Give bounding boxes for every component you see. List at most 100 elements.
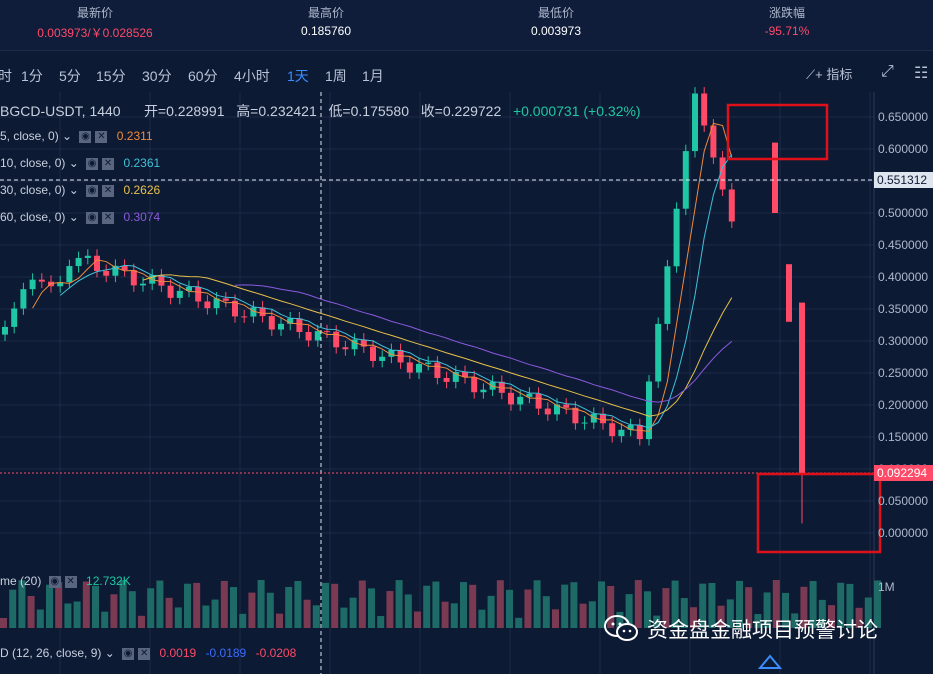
settings-icon[interactable]: ☷ xyxy=(914,65,929,82)
close-icon[interactable]: ✕ xyxy=(102,211,115,224)
macd-value-3: -0.0208 xyxy=(255,646,297,660)
timeframe-toolbar: 时 1分 5分 15分 30分 60分 4小时 1天 1周 1月 xyxy=(0,58,933,90)
volume-bar xyxy=(82,581,90,628)
candle-body xyxy=(232,300,238,317)
ma-label: 10, close, 0) xyxy=(0,156,66,170)
wechat-icon xyxy=(604,615,638,641)
candle-body xyxy=(176,290,183,298)
close-icon[interactable]: ✕ xyxy=(102,184,115,197)
price-axis-label: 0.200000 xyxy=(878,398,929,412)
tf-5min[interactable]: 5分 xyxy=(59,68,81,84)
volume-bar xyxy=(73,601,81,628)
volume-bar xyxy=(717,605,725,628)
tf-30min[interactable]: 30分 xyxy=(142,68,172,84)
stat-value: -95.71% xyxy=(764,24,810,38)
volume-bar xyxy=(101,611,109,628)
close-icon[interactable]: ✕ xyxy=(102,157,115,170)
candle-body xyxy=(799,302,805,474)
volume-bar xyxy=(331,583,339,628)
volume-bar xyxy=(496,580,504,628)
volume-bar xyxy=(220,580,228,628)
volume-bar xyxy=(211,599,219,628)
volume-bar xyxy=(506,589,513,628)
close-icon[interactable]: ✕ xyxy=(95,130,108,143)
chevron-down-icon[interactable]: ⌄ xyxy=(104,646,115,660)
volume-bar xyxy=(36,609,44,628)
candle-body xyxy=(508,392,514,405)
eye-icon[interactable]: ◉ xyxy=(48,575,61,588)
highlight-box-bottom xyxy=(756,472,882,554)
signal-marker-icon xyxy=(757,654,783,669)
candle-body xyxy=(425,362,432,364)
volume-bar xyxy=(864,597,872,628)
tf-60min[interactable]: 60分 xyxy=(188,68,218,84)
tf-1month[interactable]: 1月 xyxy=(362,68,384,84)
candle-body xyxy=(75,257,82,267)
volume-bar xyxy=(570,582,578,628)
tf-hour[interactable]: 时 xyxy=(0,68,12,84)
volume-bar xyxy=(156,580,164,628)
candle-body xyxy=(2,326,8,335)
candle-body xyxy=(305,331,312,341)
candle-body xyxy=(278,323,284,330)
chevron-down-icon[interactable]: ⌄ xyxy=(68,156,79,170)
volume-bar xyxy=(441,601,449,628)
candle-body xyxy=(609,423,616,437)
volume-bar xyxy=(119,580,127,628)
candle-body xyxy=(517,396,524,405)
tf-1day[interactable]: 1天 xyxy=(287,68,309,84)
volume-bar xyxy=(745,587,753,628)
stat-low-price: 最低价 0.003973 xyxy=(476,4,636,38)
volume-bars xyxy=(0,580,881,628)
close-icon[interactable]: ✕ xyxy=(64,575,77,588)
volume-bar xyxy=(809,581,817,628)
tf-1week[interactable]: 1周 xyxy=(325,68,347,84)
indicator-button[interactable]: ⟋+ 指标 xyxy=(806,64,852,83)
tf-15min[interactable]: 15分 xyxy=(96,68,126,84)
candle-body xyxy=(664,266,671,324)
eye-icon[interactable]: ◉ xyxy=(86,157,99,170)
volume-bar xyxy=(690,607,697,628)
volume-bar xyxy=(322,582,329,628)
candle-body xyxy=(360,339,367,347)
indicator-icon: ⟋+ xyxy=(806,67,823,82)
volume-bar xyxy=(625,594,633,628)
eye-icon[interactable]: ◉ xyxy=(122,647,135,660)
chevron-down-icon[interactable]: ⌄ xyxy=(68,183,79,197)
tf-1min[interactable]: 1分 xyxy=(21,68,43,84)
candle-body xyxy=(222,298,229,301)
price-axis-label: 0.050000 xyxy=(878,494,929,508)
candles xyxy=(2,87,805,524)
volume-bar xyxy=(671,580,679,628)
volume-bar xyxy=(524,589,532,628)
candle-body xyxy=(581,422,588,424)
price-axis-label: 0.350000 xyxy=(878,302,929,316)
chevron-down-icon[interactable]: ⌄ xyxy=(68,210,79,224)
volume-bar xyxy=(202,605,210,628)
tf-4hour[interactable]: 4小时 xyxy=(234,68,270,84)
ma-row-30: 30, close, 0) ⌄ ◉ ✕ 0.2626 xyxy=(0,183,160,197)
highlight-box-top xyxy=(726,103,829,161)
volume-bar xyxy=(294,580,302,628)
stat-value: 0.003973 xyxy=(530,24,582,38)
stat-label: 最高价 xyxy=(307,6,344,20)
volume-bar xyxy=(358,580,366,628)
eye-icon[interactable]: ◉ xyxy=(79,130,92,143)
volume-bar xyxy=(662,588,670,628)
candle-body xyxy=(94,255,100,271)
candle-body xyxy=(268,316,275,330)
volume-bar xyxy=(303,599,311,628)
candle-body xyxy=(452,371,459,382)
candle-body xyxy=(66,266,73,283)
crosshair-price-tag: 0.551312 xyxy=(874,172,933,188)
chevron-down-icon[interactable]: ⌄ xyxy=(62,129,73,143)
close-icon[interactable]: ✕ xyxy=(138,647,151,660)
candle-body xyxy=(406,362,413,373)
eye-icon[interactable]: ◉ xyxy=(86,184,99,197)
volume-bar xyxy=(800,586,808,628)
fullscreen-icon[interactable]: ⤢ xyxy=(881,63,894,80)
eye-icon[interactable]: ◉ xyxy=(86,211,99,224)
volume-bar xyxy=(772,580,780,628)
ohlc-legend: BGCD-USDT, 1440 开=0.228991 高=0.232421 低=… xyxy=(0,101,641,121)
